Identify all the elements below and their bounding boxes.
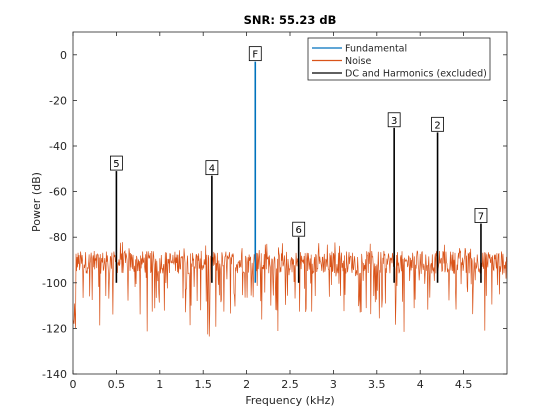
harmonic-peak-marker-label: 3 [391, 116, 397, 127]
harmonic-peak-marker-label: 6 [295, 225, 301, 236]
peak-lines [115, 61, 482, 283]
y-axis-ticks: -140 -120 -100 -80 -60 -40 -20 0 [42, 49, 507, 381]
y-tick-label: -80 [49, 231, 67, 244]
y-tick-label: -60 [49, 186, 67, 199]
chart-title: SNR: 55.23 dB [244, 13, 337, 27]
harmonic-peak-marker-label: 5 [113, 159, 119, 170]
y-tick-label: -20 [49, 94, 67, 107]
fundamental-peak-marker-box [248, 46, 262, 62]
harmonic-peak-marker-label: 7 [478, 212, 484, 223]
x-tick-label: 1.5 [194, 378, 212, 391]
x-axis-ticks: 0 0.5 1 1.5 2 2.5 3 3.5 4 4.5 [70, 32, 473, 391]
harmonic-peak-marker-label: 4 [209, 164, 215, 175]
y-tick-label: 0 [60, 49, 67, 62]
y-tick-label: -140 [42, 368, 67, 381]
noise-line [72, 242, 508, 337]
harmonic-peak-marker-box [431, 116, 444, 132]
y-tick-label: -100 [42, 277, 67, 290]
legend-entry: Noise [345, 56, 372, 67]
fundamental-peak-marker-label: F [252, 50, 258, 61]
x-tick-label: 4 [417, 378, 424, 391]
x-tick-label: 3 [330, 378, 337, 391]
plot-area [73, 32, 507, 374]
y-tick-label: -40 [49, 140, 67, 153]
x-tick-label: 2.5 [281, 378, 299, 391]
x-tick-label: 0.5 [108, 378, 126, 391]
x-tick-label: 3.5 [368, 378, 386, 391]
legend-entry: Fundamental [345, 44, 407, 55]
x-tick-label: 4.5 [455, 378, 473, 391]
x-tick-label: 0 [70, 378, 77, 391]
x-tick-label: 2 [243, 378, 250, 391]
noise-series [72, 242, 508, 337]
harmonic-peak-marker-box [292, 221, 306, 237]
harmonic-peak-marker-label: 2 [434, 120, 440, 131]
x-axis-label: Frequency (kHz) [245, 394, 334, 407]
y-axis-label: Power (dB) [30, 172, 43, 232]
harmonic-peak-marker-box [387, 112, 401, 128]
peak-markers: F 3 2 4 5 6 7 [110, 46, 488, 237]
harmonic-peak-marker-box [474, 208, 488, 223]
harmonic-peak-marker-box [205, 160, 219, 176]
harmonic-peak-marker-box [110, 155, 123, 171]
legend-entry: DC and Harmonics (excluded) [345, 69, 487, 80]
y-tick-label: -120 [42, 322, 67, 335]
x-tick-label: 1 [156, 378, 163, 391]
